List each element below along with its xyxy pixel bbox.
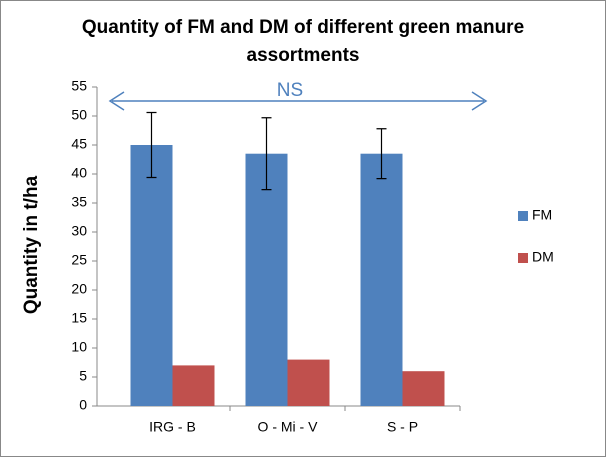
y-tick-label: 35 bbox=[71, 194, 87, 210]
y-tick-label: 25 bbox=[71, 252, 87, 268]
y-tick-label: 5 bbox=[79, 368, 87, 384]
legend-label: FM bbox=[532, 207, 552, 223]
error-bar bbox=[376, 128, 387, 180]
error-bar bbox=[146, 111, 157, 179]
y-tick-label: 10 bbox=[71, 339, 87, 355]
x-tick-label: IRG - B bbox=[149, 419, 196, 435]
y-axis-label: Quantity in t/ha bbox=[21, 175, 42, 314]
bar bbox=[360, 153, 403, 406]
y-tick-label: 40 bbox=[71, 165, 87, 181]
y-tick-label: 20 bbox=[71, 281, 87, 297]
y-tick-label: 55 bbox=[71, 78, 87, 94]
y-tick-label: 30 bbox=[71, 223, 87, 239]
y-tick-label: 45 bbox=[71, 136, 87, 152]
annotation-arrow bbox=[108, 91, 488, 111]
chart-title: Quantity of FM and DM of different green… bbox=[81, 17, 525, 66]
y-tick-label: 0 bbox=[79, 397, 87, 413]
bar bbox=[172, 365, 215, 406]
legend-label: DM bbox=[532, 249, 554, 265]
y-tick-label: 50 bbox=[71, 107, 87, 123]
x-tick-label: O - Mi - V bbox=[258, 419, 319, 435]
annotation: NS bbox=[277, 80, 303, 101]
bar bbox=[402, 371, 445, 406]
error-bar bbox=[261, 117, 272, 191]
bar bbox=[130, 145, 173, 406]
y-tick-label: 15 bbox=[71, 310, 87, 326]
legend-swatch bbox=[518, 253, 528, 263]
legend-swatch bbox=[518, 211, 528, 221]
x-tick-label: S - P bbox=[387, 419, 418, 435]
bar bbox=[245, 153, 288, 406]
bar bbox=[287, 359, 330, 406]
